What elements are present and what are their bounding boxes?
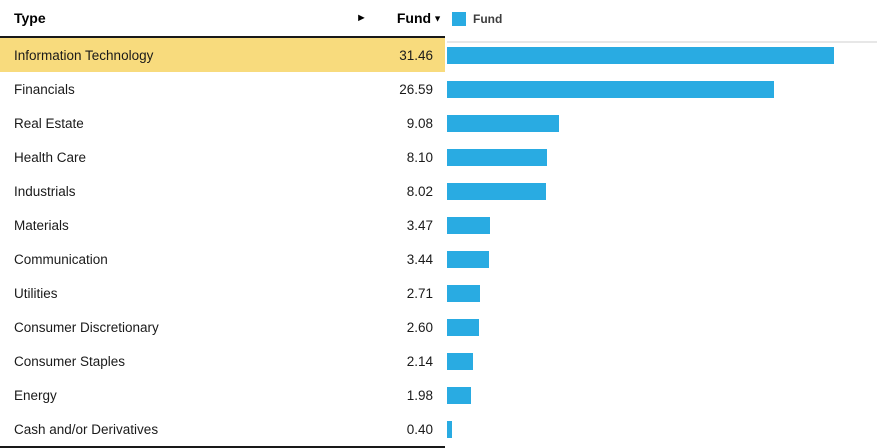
table-row[interactable]: Communication 3.44 xyxy=(0,242,445,276)
fund-value: 31.46 xyxy=(399,47,433,63)
table-header: Type ► Fund ▼ xyxy=(0,0,445,38)
fund-column-header[interactable]: Fund ▼ xyxy=(397,10,442,26)
table-row[interactable]: Utilities 2.71 xyxy=(0,276,445,310)
fund-value: 2.14 xyxy=(406,353,433,369)
legend-swatch-icon xyxy=(452,12,466,26)
bar-row xyxy=(447,140,877,174)
legend-label: Fund xyxy=(473,12,503,26)
table-row[interactable]: Information Technology 31.46 xyxy=(0,38,445,72)
bar-row xyxy=(447,378,877,412)
sector-type-label: Utilities xyxy=(14,285,58,301)
sector-type-label: Materials xyxy=(14,217,69,233)
fund-bar-chart xyxy=(447,38,877,446)
fund-value: 8.02 xyxy=(406,183,433,199)
fund-value: 3.44 xyxy=(406,251,433,267)
fund-value: 1.98 xyxy=(406,387,433,403)
sector-type-label: Consumer Staples xyxy=(14,353,126,369)
table-row[interactable]: Industrials 8.02 xyxy=(0,174,445,208)
fund-bar[interactable] xyxy=(447,81,774,98)
sector-type-label: Information Technology xyxy=(14,47,154,63)
table-body: Information Technology 31.46 Financials 26.… xyxy=(0,38,445,446)
table-row[interactable]: Materials 3.47 xyxy=(0,208,445,242)
bar-row xyxy=(447,106,877,140)
table-row[interactable]: Health Care 8.10 xyxy=(0,140,445,174)
fund-bar[interactable] xyxy=(447,149,547,166)
table-row[interactable]: Cash and/or Derivatives 0.40 xyxy=(0,412,445,446)
sector-type-label: Health Care xyxy=(14,149,87,165)
expand-arrow-icon[interactable]: ► xyxy=(356,12,367,24)
table-row[interactable]: Energy 1.98 xyxy=(0,378,445,412)
fund-bar[interactable] xyxy=(447,183,546,200)
sector-type-label: Energy xyxy=(14,387,57,403)
fund-bar[interactable] xyxy=(447,353,474,370)
bar-row xyxy=(447,38,877,72)
bar-row xyxy=(447,242,877,276)
fund-column-label: Fund xyxy=(396,10,432,26)
bar-row xyxy=(447,310,877,344)
bar-row xyxy=(447,174,877,208)
fund-bar[interactable] xyxy=(447,251,490,268)
table-row[interactable]: Financials 26.59 xyxy=(0,72,445,106)
type-column-header[interactable]: Type xyxy=(14,10,46,26)
fund-bar[interactable] xyxy=(447,319,479,336)
sector-type-label: Consumer Discretionary xyxy=(14,319,159,335)
fund-value: 3.47 xyxy=(406,217,433,233)
table-row[interactable]: Real Estate 9.08 xyxy=(0,106,445,140)
sector-type-label: Financials xyxy=(14,81,75,97)
fund-value: 2.71 xyxy=(406,285,433,301)
fund-bar[interactable] xyxy=(447,47,834,64)
bar-row xyxy=(447,344,877,378)
fund-bar[interactable] xyxy=(447,421,452,438)
fund-bar[interactable] xyxy=(447,115,559,132)
bar-row xyxy=(447,208,877,242)
table-row[interactable]: Consumer Staples 2.14 xyxy=(0,344,445,378)
sector-type-label: Cash and/or Derivatives xyxy=(14,421,159,437)
fund-value: 9.08 xyxy=(406,115,433,131)
fund-value: 2.60 xyxy=(406,319,433,335)
chart-top-gridline xyxy=(447,41,877,43)
sort-desc-icon: ▼ xyxy=(433,13,442,24)
bar-row xyxy=(447,412,877,446)
fund-bar[interactable] xyxy=(447,285,481,302)
bar-row xyxy=(447,72,877,106)
fund-value: 0.40 xyxy=(406,421,433,437)
sector-type-label: Real Estate xyxy=(14,115,84,131)
fund-value: 8.10 xyxy=(406,149,433,165)
fund-bar[interactable] xyxy=(447,217,490,234)
bar-row xyxy=(447,276,877,310)
table-row[interactable]: Consumer Discretionary 2.60 xyxy=(0,310,445,344)
sector-type-label: Communication xyxy=(14,251,108,267)
fund-bar[interactable] xyxy=(447,387,472,404)
chart-legend: Fund xyxy=(452,12,502,26)
sector-table: Type ► Fund ▼ Information Technology 31.4… xyxy=(0,0,445,448)
fund-value: 26.59 xyxy=(399,81,433,97)
sector-type-label: Industrials xyxy=(14,183,76,199)
